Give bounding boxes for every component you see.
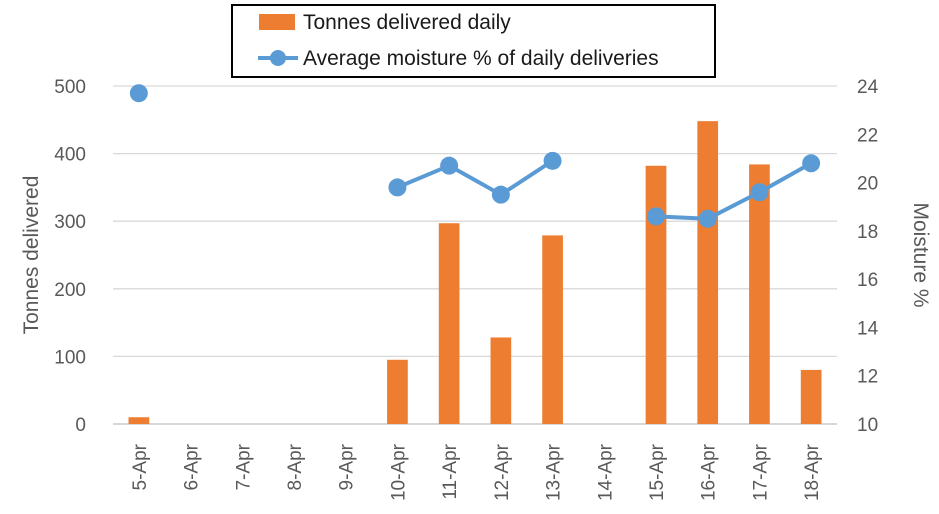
y-tick-label: 100: [54, 347, 86, 368]
x-tick-label: 12-Apr: [492, 443, 513, 501]
x-tick-label: 16-Apr: [699, 443, 720, 501]
x-tick-label: 15-Apr: [647, 443, 668, 501]
moisture-line-segment: [655, 161, 813, 221]
y2-tick-label: 20: [857, 174, 878, 195]
moisture-point: [750, 183, 769, 202]
y2-tick-label: 24: [857, 77, 879, 98]
x-tick-label: 8-Apr: [285, 443, 306, 490]
y-tick-label: 500: [54, 77, 86, 98]
line-series: [129, 84, 821, 228]
moisture-point: [440, 156, 459, 175]
y-tick-label: 200: [54, 280, 86, 301]
bar: [438, 223, 460, 424]
bar-series: [128, 121, 822, 424]
y-tick-label: 300: [54, 212, 86, 233]
y2-tick-label: 16: [857, 270, 878, 291]
legend-box: [231, 4, 716, 78]
x-tick-label: 14-Apr: [595, 443, 616, 501]
right-axis-ticks: 10 12 14 16 18 20 22 24: [857, 77, 879, 436]
x-tick-label: 17-Apr: [750, 443, 771, 501]
bar: [645, 165, 667, 424]
x-tick-label: 10-Apr: [388, 443, 409, 501]
y2-tick-label: 22: [857, 125, 878, 146]
moisture-point: [647, 207, 665, 226]
bar: [697, 121, 719, 424]
y2-axis-title: Moisture %: [909, 202, 932, 307]
bar: [749, 164, 770, 424]
moisture-line-segment: [396, 159, 554, 197]
y2-tick-label: 12: [857, 367, 878, 388]
moisture-point: [491, 185, 510, 204]
bar: [542, 235, 563, 424]
moisture-point: [129, 84, 148, 103]
y-axis-title: Tonnes delivered: [20, 176, 43, 335]
moisture-point: [388, 178, 407, 197]
moisture-point: [543, 151, 562, 170]
legend: Tonnes delivered daily Average moisture …: [231, 4, 716, 78]
legend-swatch-marker: [270, 50, 286, 66]
y2-tick-label: 14: [857, 318, 879, 339]
bar: [490, 337, 512, 424]
y2-tick-label: 18: [857, 222, 878, 243]
x-tick-label: 13-Apr: [544, 443, 565, 501]
y-tick-label: 0: [75, 415, 86, 436]
x-tick-label: 7-Apr: [233, 443, 254, 490]
gridlines: [113, 85, 837, 425]
y2-tick-label: 10: [857, 415, 878, 436]
x-tick-label: 11-Apr: [440, 443, 461, 499]
x-axis-ticks: 5-Apr 6-Apr 7-Apr 8-Apr 9-Apr 10-Apr 11-Apr 12-…: [130, 443, 823, 501]
x-tick-label: 18-Apr: [802, 443, 823, 501]
legend-label-line: Average moisture % of daily deliveries: [303, 47, 659, 70]
moisture-point: [802, 154, 821, 173]
bar: [800, 369, 822, 424]
left-axis-ticks: 0 100 200 300 400 500: [54, 77, 86, 436]
bar: [387, 359, 408, 424]
x-tick-label: 5-Apr: [130, 443, 151, 490]
x-tick-label: 9-Apr: [337, 443, 358, 490]
bar: [128, 417, 150, 424]
moisture-point: [698, 209, 717, 228]
y-tick-label: 400: [54, 145, 86, 166]
legend-label-bar: Tonnes delivered daily: [303, 11, 511, 34]
legend-swatch-bar: [259, 14, 295, 30]
x-tick-label: 6-Apr: [182, 443, 203, 490]
